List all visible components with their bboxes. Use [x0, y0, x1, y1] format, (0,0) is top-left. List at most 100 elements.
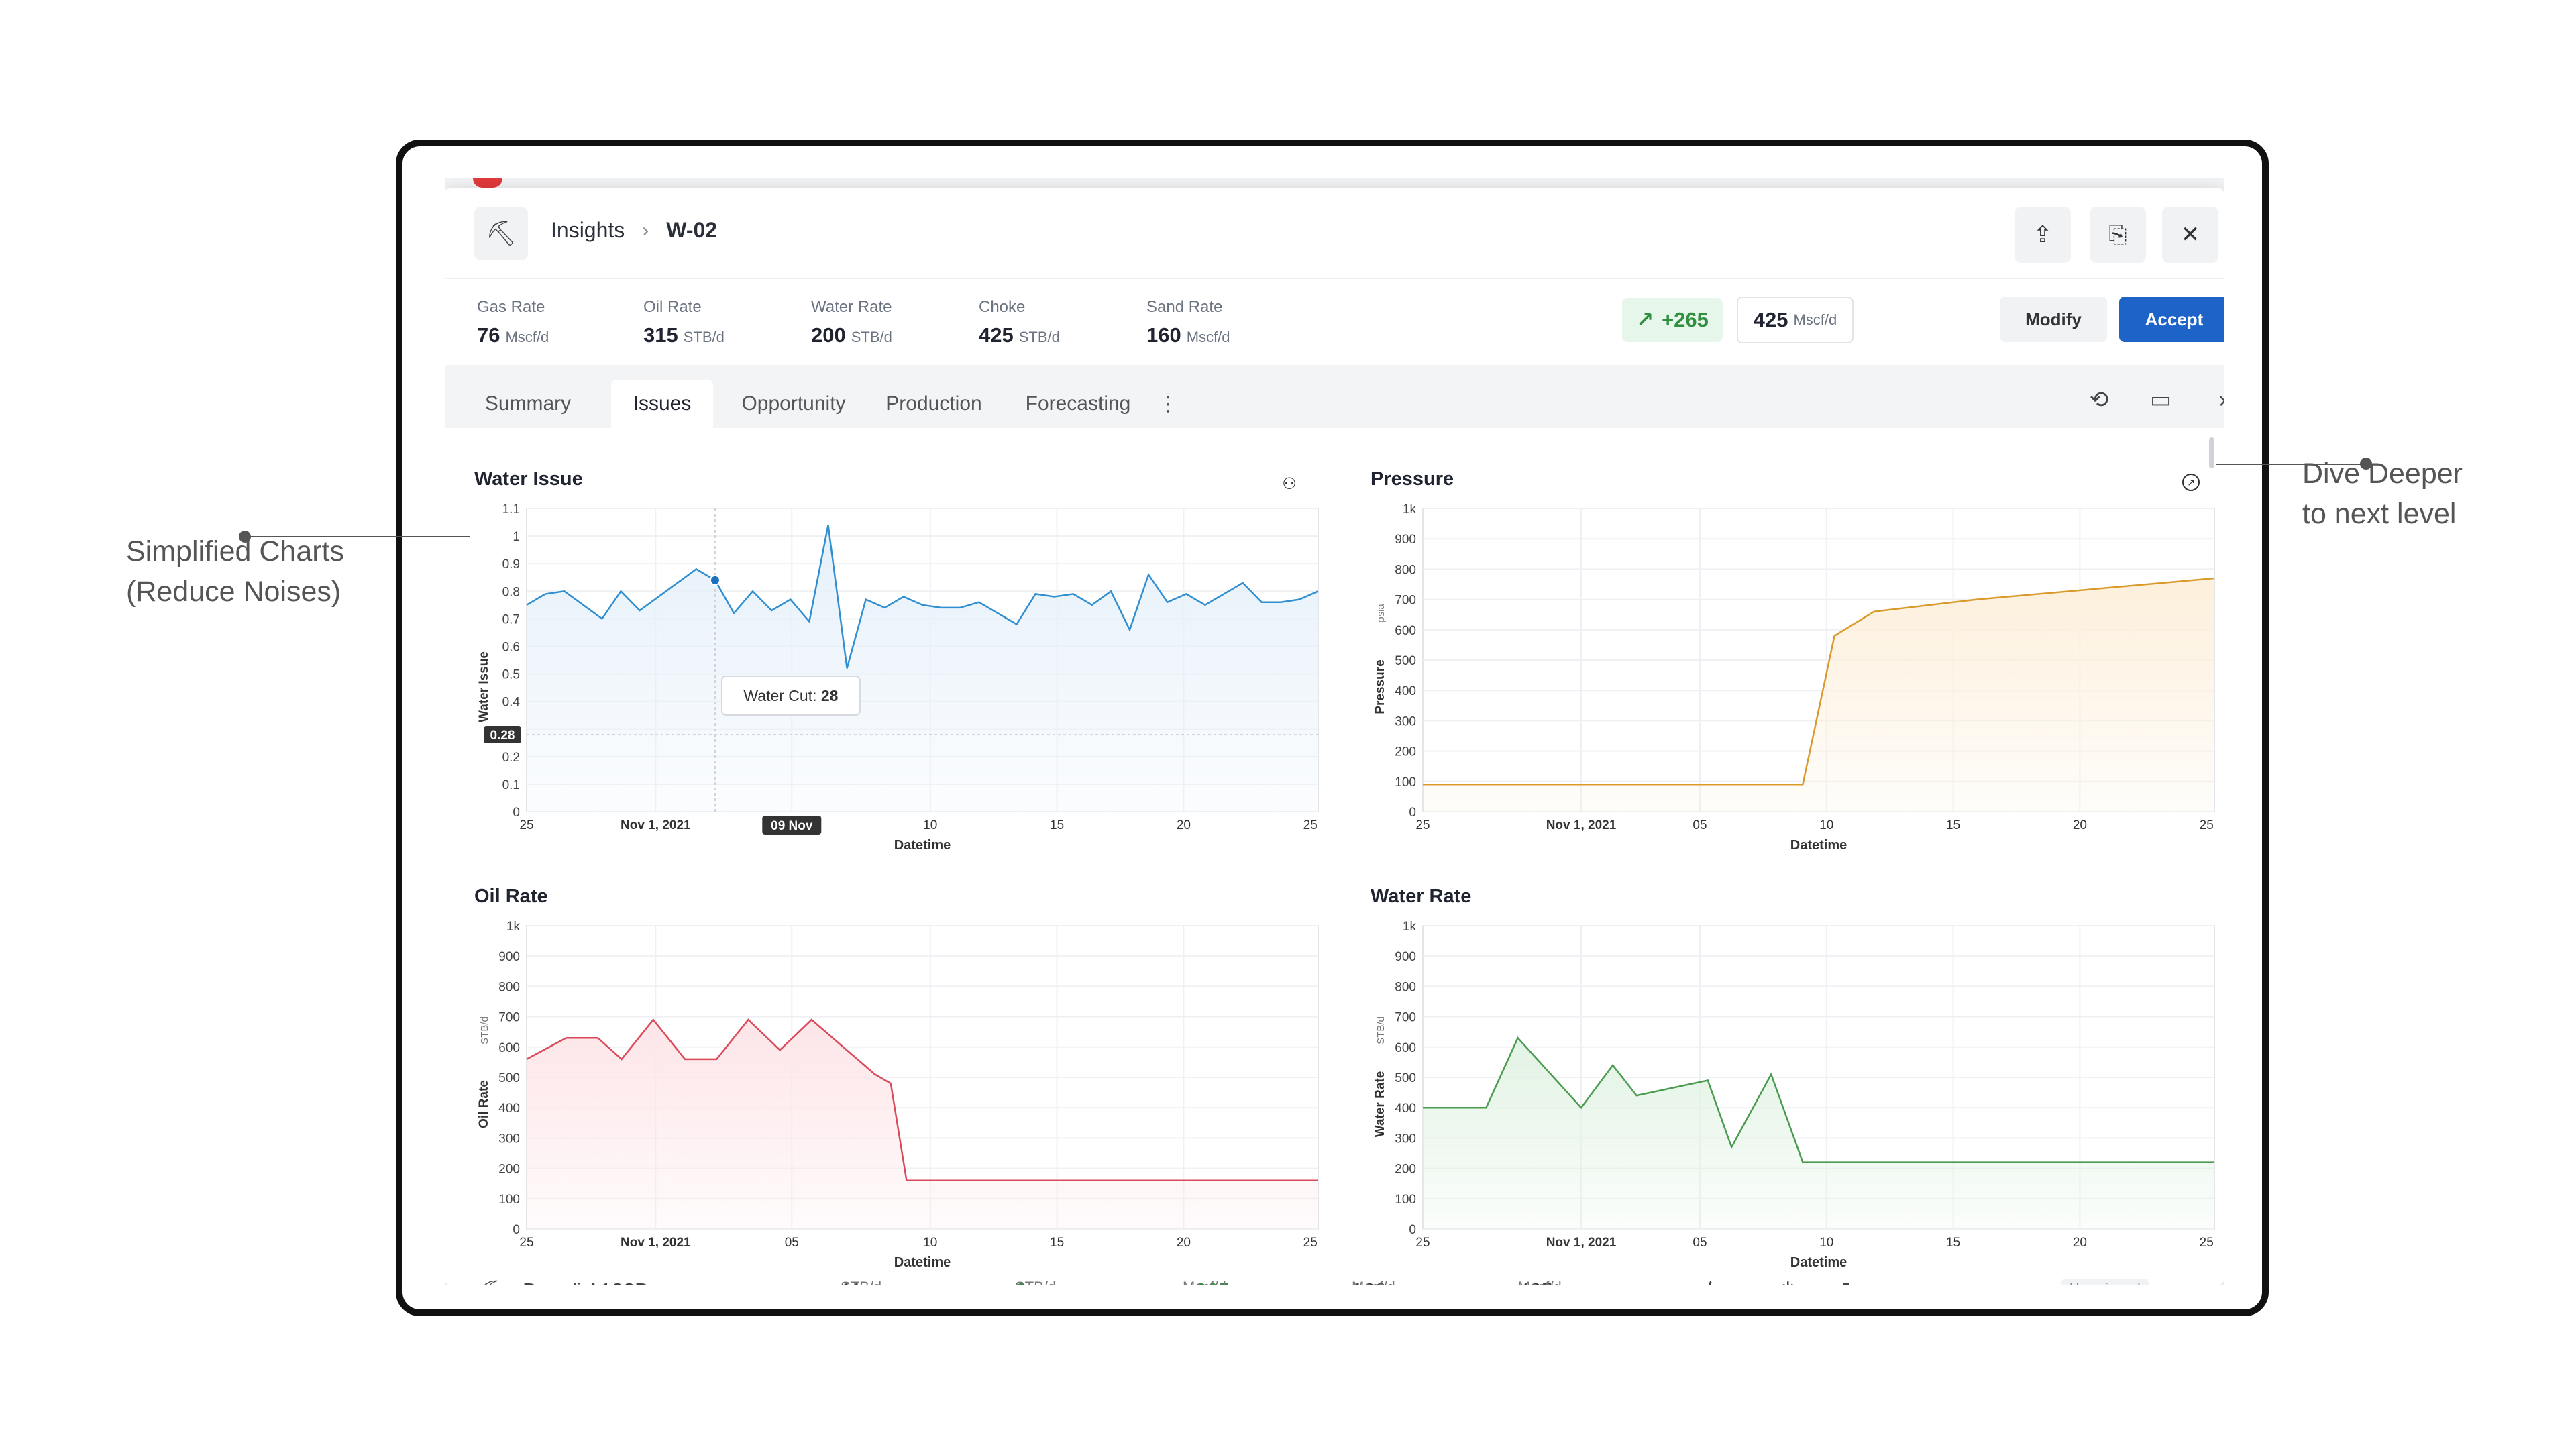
metric-label: Oil Rate	[643, 298, 702, 316]
metric-label: Sand Rate	[1146, 298, 1223, 316]
device-frame: ⛏ Insights › W-02 ⇪ ⎘ ✕ Gas Rate 76 Mscf/…	[396, 140, 2269, 1316]
x-axis-label: Datetime	[894, 838, 951, 853]
xtick-label: 05	[1693, 1236, 1707, 1250]
chart-water-rate: Water Rate 0 100 200 300 400 500 600 700 800 900 1…	[1371, 885, 2216, 1285]
tab-summary[interactable]: Summary	[484, 392, 572, 415]
dive-deeper-icon[interactable]: ↗	[2182, 474, 2200, 491]
row-number: 425	[1518, 1279, 1553, 1285]
arrow-down-right-icon[interactable]: ↘	[1904, 1279, 1922, 1285]
x-axis-label: Datetime	[1790, 1255, 1847, 1270]
arrow-up-right-icon: ↗	[1636, 308, 1654, 331]
well-icon: ⛏	[478, 1279, 504, 1285]
xtick-label: 10	[923, 818, 937, 833]
chevron-right-icon[interactable]: ›	[2204, 381, 2224, 419]
tooltip-text: Water Cut: 28	[743, 687, 838, 704]
tooltip-label: Water Cut:	[743, 687, 820, 704]
ytick-label: 400	[1395, 684, 1416, 698]
chart-svg: 0 0.1 0.2 0.28 0.4 0.5 0.6 0.7 0.8 0.9 1 1.1 25 Nov 1…	[477, 502, 1319, 853]
series-line	[526, 525, 1319, 669]
status-badge: Unreviewed	[2061, 1279, 2149, 1285]
xtick-label: 15	[1946, 1236, 1960, 1250]
xtick-label: 25	[519, 818, 533, 833]
row-unit: STB/d	[1015, 1279, 1056, 1285]
series-area	[527, 1020, 1318, 1229]
ytick-label: 200	[1395, 1163, 1416, 1177]
metrics-bar: Gas Rate 76 Mscf/d Oil Rate 315 STB/d Wate…	[445, 278, 2224, 365]
accept-button[interactable]: Accept	[2119, 297, 2224, 342]
chevron-right-icon: ›	[642, 219, 649, 241]
chart-svg: 0 100 200 300 400 500 600 700 800 900 1k 25 Nov 1, 2…	[1373, 920, 2215, 1270]
y-axis-label: Water Issue	[477, 651, 491, 722]
metric-unit: Mscf/d	[1186, 329, 1230, 345]
metric-value: 76	[477, 323, 500, 347]
annotation-text: (Reduce Noises)	[126, 576, 341, 608]
delta-badge: ↗ +265	[1622, 298, 1723, 342]
xtick-label: 25	[519, 1236, 533, 1250]
ytick-label: 100	[1395, 775, 1416, 790]
metric-unit: STB/d	[1018, 329, 1060, 345]
well-list-row[interactable]: ⛏ Denali A102D 11 STB/d 6 STB/d +265 Msc…	[445, 1279, 2224, 1285]
breadcrumb: Insights › W-02	[551, 218, 717, 243]
chart-oil-rate: Oil Rate 0 100 200 300 400 500 600 700 800 900 1k 2…	[474, 885, 1320, 1285]
series-area	[1423, 1038, 2214, 1229]
tab-opportunity[interactable]: Opportunity	[741, 392, 846, 415]
ytick-label: 0.7	[502, 612, 520, 627]
scrollbar[interactable]	[2209, 437, 2214, 468]
power-icon[interactable]: ⏻	[1780, 1279, 1796, 1285]
pulse-icon[interactable]: ⌇	[1706, 1279, 1716, 1285]
row-number: +265	[1183, 1279, 1230, 1285]
tooltip-value: 28	[821, 687, 839, 704]
y-axis-unit: STB/d	[479, 1016, 490, 1044]
ytick-label: 1k	[1403, 502, 1417, 517]
data-point-marker	[709, 574, 720, 586]
xtick-label: 05	[1693, 818, 1707, 833]
ytick-label: 0.2	[502, 751, 520, 765]
red-notch	[473, 178, 502, 188]
tab-forecasting[interactable]: Forecasting	[1025, 392, 1131, 415]
delta-value: +265	[1662, 308, 1709, 331]
xtick-label: 25	[1303, 1236, 1318, 1250]
panel-header: ⛏ Insights › W-02 ⇪ ⎘ ✕	[445, 188, 2224, 279]
history-icon[interactable]: ⟲	[2089, 387, 2109, 413]
metric-unit: STB/d	[851, 329, 892, 345]
breadcrumb-root[interactable]: Insights	[551, 218, 625, 242]
network-icon[interactable]: ⚇	[1282, 474, 1297, 493]
comment-icon[interactable]: ▭	[2149, 387, 2172, 413]
ytick-label: 700	[1395, 1011, 1416, 1025]
metric-unit: Mscf/d	[505, 329, 549, 345]
ytick-label: 900	[1395, 533, 1416, 547]
ytick-label: 300	[498, 1132, 520, 1146]
xtick-label: 25	[2200, 818, 2214, 833]
share-icon[interactable]: ⇪	[2015, 207, 2071, 263]
row-unit: Mscf/d	[1183, 1279, 1226, 1285]
ytick-label: 0	[513, 1223, 520, 1237]
ytick-label: 0.1	[502, 778, 520, 792]
close-icon[interactable]: ✕	[2162, 207, 2218, 263]
modify-button[interactable]: Modify	[2000, 297, 2107, 342]
xtick-label: 15	[1946, 818, 1960, 833]
annotation-dot	[2360, 458, 2372, 470]
more-vertical-icon[interactable]: ⋮	[1158, 392, 1178, 415]
row-number: 6	[1015, 1279, 1026, 1285]
well-name[interactable]: Denali A102D	[523, 1279, 650, 1285]
y-axis-label: Water Rate	[1373, 1071, 1387, 1138]
ytick-label: 500	[1395, 654, 1416, 668]
ytick-label: 700	[498, 1011, 520, 1025]
well-icon[interactable]: ⛏	[474, 207, 528, 260]
xtick-label: Nov 1, 2021	[621, 1236, 691, 1250]
annotation-line	[245, 536, 470, 537]
xtick-label: Nov 1, 2021	[1546, 818, 1617, 833]
refresh-icon[interactable]: ↻	[1841, 1279, 1859, 1285]
xtick-label: 20	[1177, 1236, 1191, 1250]
annotation-left: Simplified Charts (Reduce Noises)	[126, 531, 344, 612]
screen: ⛏ Insights › W-02 ⇪ ⎘ ✕ Gas Rate 76 Mscf/…	[445, 178, 2224, 1285]
copy-icon[interactable]: ⎘	[2090, 207, 2146, 263]
tab-issues[interactable]: Issues	[611, 380, 713, 428]
ytick-label: 300	[1395, 714, 1416, 729]
tab-production[interactable]: Production	[885, 392, 982, 415]
ytick-label: 0.9	[502, 557, 520, 572]
ytick-label: 200	[1395, 745, 1416, 759]
metric-label: Water Rate	[811, 298, 892, 316]
xtick-label: 25	[1303, 818, 1318, 833]
row-number: 11	[841, 1279, 862, 1285]
